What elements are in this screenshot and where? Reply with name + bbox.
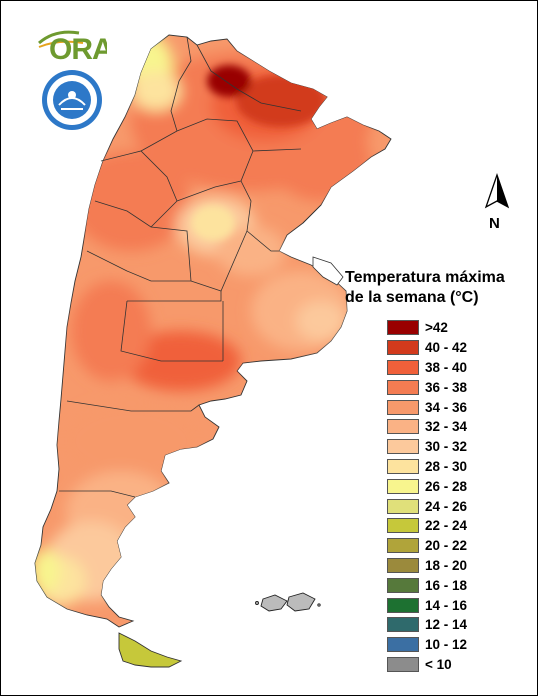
legend-item: 20 - 22 bbox=[387, 536, 535, 556]
north-arrow-icon bbox=[484, 173, 510, 209]
legend-swatch bbox=[387, 359, 419, 375]
legend-label: 26 - 28 bbox=[425, 478, 468, 494]
legend-item: 36 - 38 bbox=[387, 377, 535, 397]
legend-swatch bbox=[387, 597, 419, 613]
legend-label: 32 - 34 bbox=[425, 419, 468, 435]
legend-label: 30 - 32 bbox=[425, 439, 468, 455]
legend-item: 18 - 20 bbox=[387, 556, 535, 576]
legend-title-line1: Temperatura máxima bbox=[345, 269, 505, 286]
legend-item: 24 - 26 bbox=[387, 496, 535, 516]
province-boundaries bbox=[59, 36, 322, 498]
legend-label: < 10 bbox=[425, 656, 452, 672]
legend-item: 14 - 16 bbox=[387, 595, 535, 615]
legend-label: 40 - 42 bbox=[425, 340, 468, 356]
legend-swatch bbox=[387, 557, 419, 573]
legend-swatch bbox=[387, 498, 419, 514]
legend-swatch bbox=[387, 656, 419, 672]
legend-swatch bbox=[387, 518, 419, 534]
legend-label: 28 - 30 bbox=[425, 458, 468, 474]
legend-title-line2: de la semana (°C) bbox=[345, 289, 479, 306]
north-label: N bbox=[489, 215, 500, 232]
legend-label: 38 - 40 bbox=[425, 359, 468, 375]
legend-swatch bbox=[387, 379, 419, 395]
svg-text:ORA: ORA bbox=[49, 33, 107, 63]
legend-item: < 10 bbox=[387, 655, 535, 675]
legend-item: 16 - 18 bbox=[387, 575, 535, 595]
ora-logo: ORA bbox=[38, 30, 107, 63]
malvinas-islands bbox=[255, 592, 321, 612]
legend: Temperatura máxima de la semana (°C) >42… bbox=[345, 268, 535, 674]
legend-swatch bbox=[387, 637, 419, 653]
legend-item: >42 bbox=[387, 318, 535, 338]
legend-item: 12 - 14 bbox=[387, 615, 535, 635]
legend-label: 16 - 18 bbox=[425, 577, 468, 593]
legend-item: 10 - 12 bbox=[387, 635, 535, 655]
legend-label: 12 - 14 bbox=[425, 617, 468, 633]
legend-swatch bbox=[387, 478, 419, 494]
legend-label: 18 - 20 bbox=[425, 557, 468, 573]
legend-rows: >42 40 - 42 38 - 40 36 - 38 34 - 36 32 - 34 30… bbox=[345, 318, 535, 674]
legend-item: 28 - 30 bbox=[387, 457, 535, 477]
legend-swatch bbox=[387, 439, 419, 455]
legend-swatch bbox=[387, 419, 419, 435]
legend-item: 32 - 34 bbox=[387, 417, 535, 437]
legend-swatch bbox=[387, 577, 419, 593]
smn-seal-logo bbox=[42, 70, 102, 130]
legend-label: 20 - 22 bbox=[425, 538, 468, 554]
legend-item: 30 - 32 bbox=[387, 437, 535, 457]
legend-swatch bbox=[387, 320, 419, 336]
legend-swatch bbox=[387, 538, 419, 554]
legend-swatch bbox=[387, 617, 419, 633]
legend-title: Temperatura máxima de la semana (°C) bbox=[345, 268, 535, 308]
legend-label: 36 - 38 bbox=[425, 379, 468, 395]
legend-label: 24 - 26 bbox=[425, 498, 468, 514]
legend-swatch bbox=[387, 340, 419, 356]
legend-item: 40 - 42 bbox=[387, 338, 535, 358]
legend-item: 22 - 24 bbox=[387, 516, 535, 536]
legend-label: 34 - 36 bbox=[425, 399, 468, 415]
tierra-del-fuego bbox=[118, 632, 183, 668]
legend-label: 22 - 24 bbox=[425, 518, 468, 534]
legend-label: 10 - 12 bbox=[425, 637, 468, 653]
rio-de-la-plata bbox=[312, 256, 344, 286]
legend-item: 38 - 40 bbox=[387, 358, 535, 378]
legend-label: 14 - 16 bbox=[425, 597, 468, 613]
legend-label: >42 bbox=[425, 320, 448, 336]
legend-item: 26 - 28 bbox=[387, 476, 535, 496]
legend-item: 34 - 36 bbox=[387, 397, 535, 417]
legend-swatch bbox=[387, 399, 419, 415]
legend-swatch bbox=[387, 458, 419, 474]
temperature-field bbox=[35, 36, 371, 606]
